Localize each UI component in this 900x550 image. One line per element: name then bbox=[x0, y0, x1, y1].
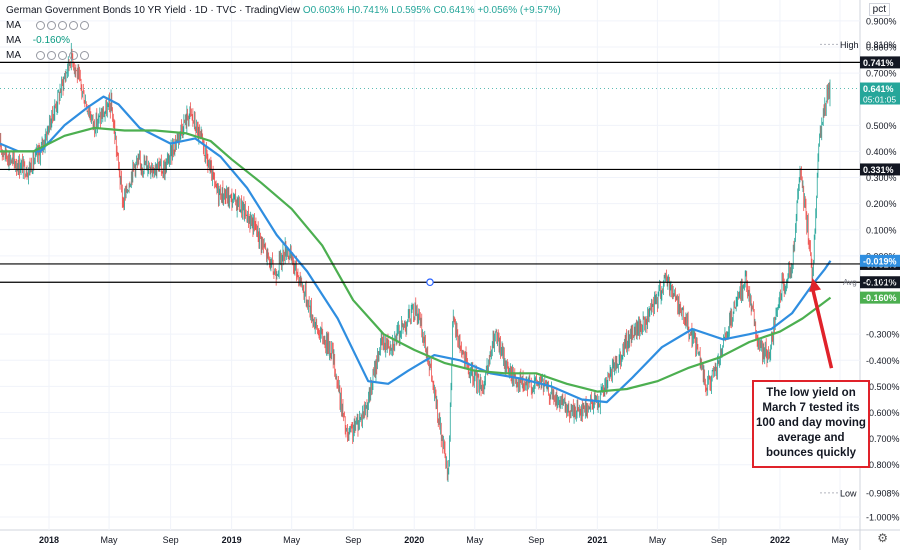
ma-price-text: -0.160% bbox=[863, 293, 897, 303]
level-price-text: -0.101% bbox=[863, 278, 897, 288]
x-tick-label: Sep bbox=[528, 535, 544, 545]
code-icon[interactable] bbox=[57, 20, 67, 30]
x-tick-label: 2021 bbox=[587, 535, 607, 545]
y-tick-label: 0.300% bbox=[866, 173, 897, 183]
level-handle bbox=[426, 278, 434, 287]
chart-legend: German Government Bonds 10 YR Yield · 1D… bbox=[6, 3, 561, 63]
x-tick-label: 2020 bbox=[404, 535, 424, 545]
more-icon[interactable] bbox=[79, 51, 89, 60]
ma-indicator-1-label[interactable]: MA bbox=[6, 20, 21, 32]
y-tick-label: 0.200% bbox=[866, 199, 897, 209]
settings-icon[interactable] bbox=[46, 20, 56, 30]
price-candles bbox=[0, 42, 831, 483]
axis-unit-button[interactable]: pct bbox=[868, 3, 890, 16]
annotation-arrow bbox=[809, 278, 834, 369]
x-tick-label: May bbox=[283, 535, 301, 545]
y-tick-label: 0.100% bbox=[866, 225, 897, 235]
annotation-box: The low yield on March 7 tested its 100 … bbox=[752, 380, 870, 468]
current-price-tag bbox=[860, 82, 900, 105]
level-price-text: 0.331% bbox=[863, 165, 894, 175]
level-price-tag bbox=[860, 163, 900, 176]
y-tick-label: 0.400% bbox=[866, 147, 897, 157]
y-tick-label: 0.500% bbox=[866, 121, 897, 131]
indicator-controls[interactable] bbox=[35, 18, 91, 33]
y-tick-label: -0.400% bbox=[866, 356, 900, 366]
avg-value: -0.099% bbox=[866, 277, 900, 287]
ma-indicator-2-label[interactable]: MA bbox=[6, 35, 21, 47]
settings-icon[interactable] bbox=[46, 51, 56, 60]
y-tick-label: -1.000% bbox=[866, 512, 900, 522]
current-price-text: 0.641% bbox=[863, 84, 894, 94]
price-axis[interactable]: 0.900% 0.800% 0.700% 0.500% 0.400% 0.300% 0.20… bbox=[820, 16, 900, 522]
ma-200-line bbox=[0, 126, 832, 393]
ma-indicator-3-label[interactable]: MA bbox=[6, 50, 21, 62]
arrow-shaft bbox=[810, 287, 834, 369]
y-tick-label: -0.800% bbox=[866, 460, 900, 470]
x-tick-label: Sep bbox=[345, 535, 361, 545]
x-tick-label: May bbox=[101, 535, 119, 545]
ma-price-text: -0.019% bbox=[863, 256, 897, 266]
ma-100-line bbox=[0, 95, 832, 404]
avg-label: Avg bbox=[843, 278, 857, 287]
level-price-text: 0.741% bbox=[863, 58, 894, 68]
arrow-head bbox=[809, 278, 822, 293]
symbol-title[interactable]: German Government Bonds 10 YR Yield · 1D… bbox=[6, 5, 301, 16]
level-price-tag bbox=[860, 276, 900, 289]
countdown-text: 05:01:05 bbox=[863, 95, 896, 105]
high-label: High bbox=[840, 40, 859, 50]
time-axis[interactable]: 2018 May Sep 2019 May Sep 2020 May Sep 2021 May Sep… bbox=[39, 535, 849, 545]
close-icon[interactable] bbox=[68, 51, 78, 60]
low-label: Low bbox=[840, 488, 857, 498]
x-tick-label: May bbox=[831, 535, 849, 545]
level-price-tag bbox=[860, 56, 900, 69]
code-icon[interactable] bbox=[57, 51, 67, 60]
eye-icon[interactable] bbox=[35, 51, 45, 60]
ohlc-values: O0.603% H0.741% L0.595% C0.641% +0.056% … bbox=[302, 5, 561, 16]
eye-icon[interactable] bbox=[35, 20, 45, 30]
y-tick-label: 0.900% bbox=[866, 16, 897, 26]
x-tick-label: 2019 bbox=[222, 535, 242, 545]
moving-averages bbox=[0, 95, 832, 404]
low-value: -0.908% bbox=[866, 488, 900, 498]
gear-icon[interactable]: ⚙ bbox=[877, 531, 888, 545]
ma-price-tag bbox=[860, 254, 900, 267]
high-value: 0.810% bbox=[866, 40, 897, 50]
x-tick-label: 2022 bbox=[770, 535, 790, 545]
horizontal-levels[interactable] bbox=[0, 61, 860, 287]
y-tick-label: 0.800% bbox=[866, 42, 897, 52]
close-icon[interactable] bbox=[68, 20, 78, 30]
x-tick-label: Sep bbox=[711, 535, 727, 545]
x-tick-label: May bbox=[649, 535, 667, 545]
ma-indicator-2-value: -0.160% bbox=[32, 35, 71, 47]
indicator-controls-2[interactable] bbox=[35, 48, 91, 63]
y-tick-label: -0.600% bbox=[866, 408, 900, 418]
y-tick-label: 0.700% bbox=[866, 69, 897, 79]
y-tick-label: -0.300% bbox=[866, 330, 900, 340]
x-tick-label: Sep bbox=[163, 535, 179, 545]
y-tick-label: -0.500% bbox=[866, 382, 900, 392]
x-tick-label: 2018 bbox=[39, 535, 59, 545]
x-tick-label: May bbox=[466, 535, 484, 545]
y-tick-label: -0.700% bbox=[866, 434, 900, 444]
ma-price-tag bbox=[860, 291, 900, 304]
more-icon[interactable] bbox=[79, 20, 89, 30]
